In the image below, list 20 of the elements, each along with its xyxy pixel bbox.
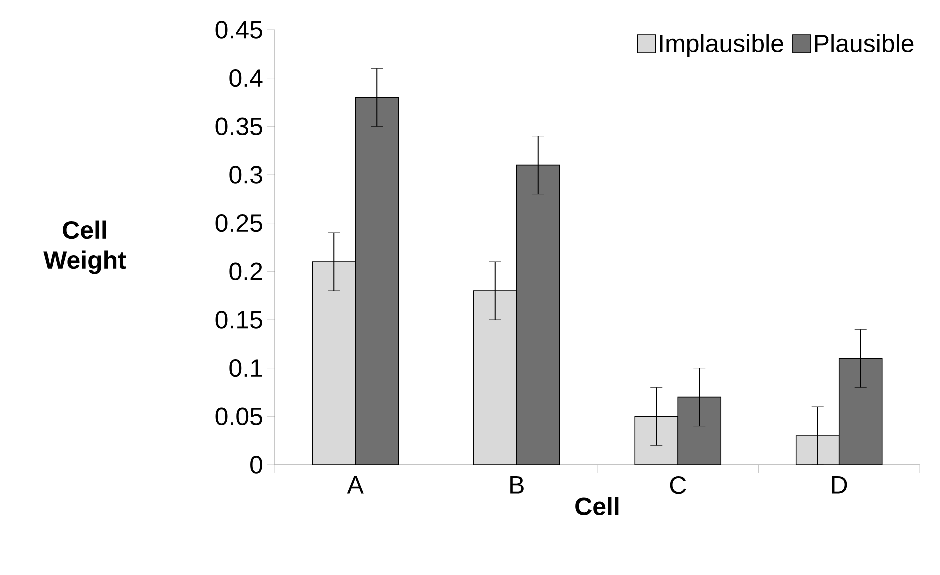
y-tick-label: 0.35	[216, 118, 262, 136]
y-tick-label: 0.15	[216, 311, 262, 329]
legend-label: Implausible	[660, 34, 784, 58]
legend-label: Plausible	[815, 34, 914, 53]
y-tick-label: 0.1	[230, 359, 262, 378]
y-tick-label: 0.45	[216, 21, 262, 39]
x-tick-label: C	[670, 476, 686, 494]
y-tick-label: 0.3	[230, 166, 262, 184]
y-tick-label: 0.25	[216, 214, 262, 232]
y-tick-label: 0	[250, 456, 262, 474]
x-tick-label: D	[832, 476, 848, 494]
x-axis-title: Cell	[576, 497, 619, 516]
y-tick-label: 0.4	[230, 69, 263, 88]
bar	[312, 262, 356, 465]
y-axis-title: Cell Weight	[44, 220, 126, 274]
x-tick-label: A	[347, 476, 364, 494]
y-tick-label: 0.05	[216, 408, 262, 426]
y-tick-label: 0.2	[230, 262, 262, 281]
bar	[473, 290, 518, 465]
x-tick-label: B	[510, 476, 524, 494]
